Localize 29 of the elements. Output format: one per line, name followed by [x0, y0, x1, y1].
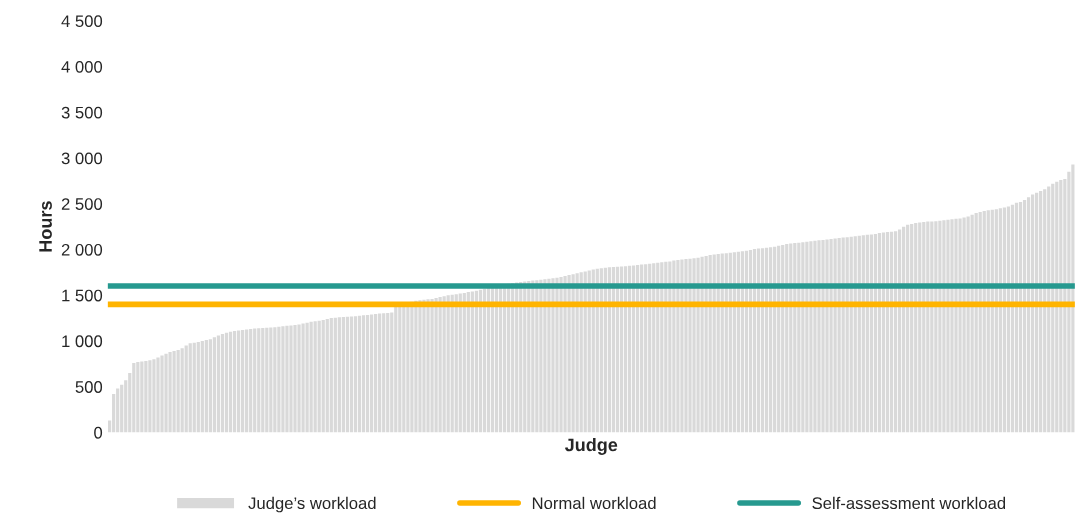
bar [349, 316, 354, 433]
bar [228, 331, 233, 433]
bar [353, 316, 358, 433]
bar [361, 315, 366, 433]
y-axis-title: Hours [39, 201, 52, 252]
bar [232, 330, 237, 433]
x-axis-title: Judge [564, 437, 618, 455]
y-tick-label: 2 500 [61, 198, 103, 210]
bar [212, 337, 217, 433]
bar [357, 315, 362, 433]
bar [224, 332, 229, 433]
bar [236, 330, 241, 433]
y-tick-label: 2 000 [61, 243, 103, 256]
y-tick-label: 4 000 [61, 60, 103, 73]
y-tick-label: 1 500 [62, 289, 103, 302]
bar [369, 314, 374, 433]
y-tick-label: 0 [94, 426, 103, 439]
y-tick-label: 3 500 [61, 106, 103, 119]
legend-label: Normal workload [532, 496, 656, 510]
bar [216, 335, 221, 433]
legend-label: Judge’s workload [248, 496, 376, 513]
bar [365, 314, 370, 433]
bar [345, 316, 350, 433]
y-tick-label: 500 [75, 381, 103, 393]
bar [220, 334, 225, 433]
legend-label: Self-assessment workload [812, 496, 1006, 510]
y-tick-label: 4 500 [61, 15, 103, 28]
y-tick-label: 1 000 [62, 335, 103, 348]
y-tick-label: 3 000 [61, 152, 103, 165]
